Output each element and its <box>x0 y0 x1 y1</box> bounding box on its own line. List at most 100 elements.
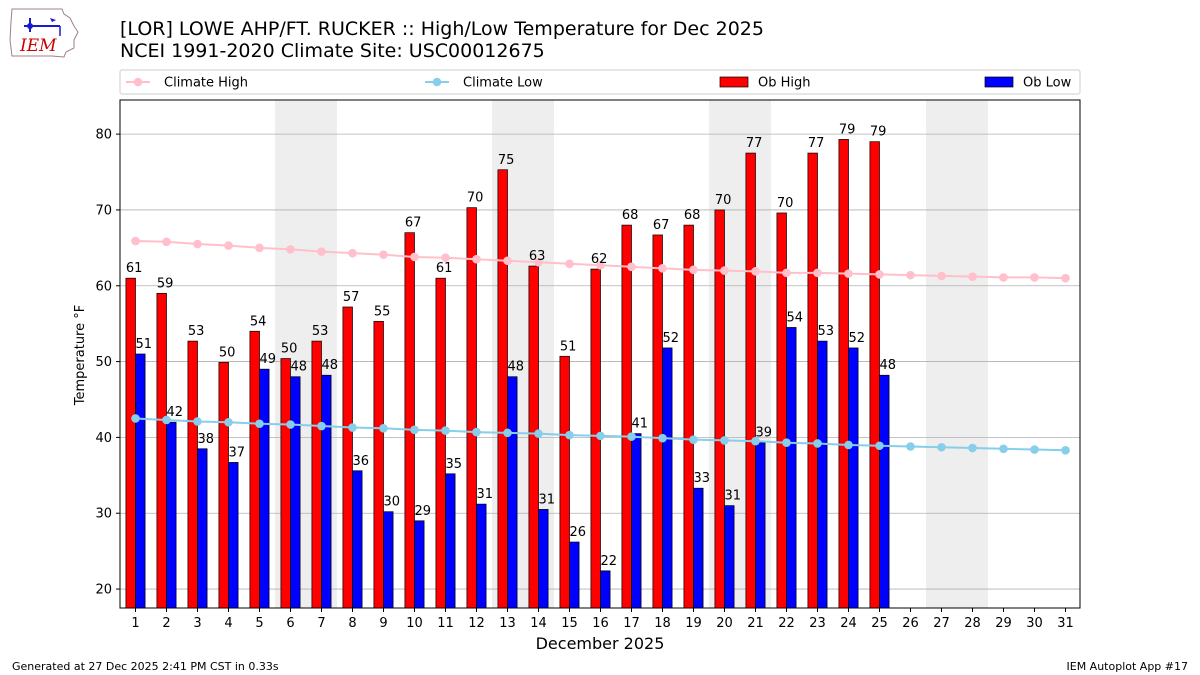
high-bar <box>497 169 508 609</box>
climate-low-point <box>1030 445 1039 454</box>
low-bar-label: 31 <box>477 487 494 502</box>
legend-label: Ob Low <box>1023 76 1072 91</box>
x-tick-label: 8 <box>348 616 356 631</box>
chart-subtitle: NCEI 1991-2020 Climate Site: USC00012675 <box>120 40 545 62</box>
low-bar-label: 53 <box>818 324 835 339</box>
climate-high-point <box>968 272 977 281</box>
high-bar-label: 53 <box>312 324 329 339</box>
high-bar-label: 53 <box>188 324 205 339</box>
low-bar-label: 35 <box>446 457 463 472</box>
climate-high-point <box>317 247 326 256</box>
high-bar-label: 67 <box>405 216 422 231</box>
high-bar-label: 55 <box>374 304 391 319</box>
y-tick-label: 20 <box>95 583 112 598</box>
high-bar-label: 70 <box>467 191 484 206</box>
climate-high-point <box>193 239 202 249</box>
high-bar <box>404 232 415 609</box>
climate-high-point <box>813 268 822 278</box>
y-tick-label: 60 <box>95 279 112 294</box>
high-bar <box>869 141 880 609</box>
x-tick-label: 15 <box>561 616 578 631</box>
climate-high-point <box>875 270 884 279</box>
climate-high-point <box>286 245 295 254</box>
high-bar <box>807 152 818 609</box>
low-bar <box>259 368 270 609</box>
climate-low-point <box>317 421 326 431</box>
high-bar <box>621 224 632 609</box>
climate-high-point <box>1030 273 1039 282</box>
high-bar <box>280 358 291 609</box>
low-bar-label: 54 <box>787 310 804 325</box>
high-bar-label: 79 <box>839 122 856 137</box>
high-bar-label: 79 <box>870 125 887 140</box>
high-bar-label: 59 <box>157 276 174 291</box>
climate-high-point <box>782 268 791 278</box>
footer-generated: Generated at 27 Dec 2025 2:41 PM CST in … <box>12 660 279 673</box>
climate-low-point <box>348 423 357 432</box>
x-tick-label: 29 <box>995 616 1012 631</box>
x-tick-label: 3 <box>193 616 201 631</box>
climate-high-point <box>348 248 357 258</box>
plot-area: 6159535054505357556761707563516268676870… <box>95 99 1081 631</box>
low-bar <box>135 353 146 609</box>
low-bar <box>228 462 239 609</box>
high-bar <box>311 340 322 609</box>
high-bar <box>125 277 136 609</box>
climate-high-point <box>441 253 450 263</box>
climate-high-point <box>379 250 388 259</box>
x-tick-label: 31 <box>1057 616 1074 631</box>
climate-low-point <box>286 420 295 429</box>
low-bar <box>414 520 425 609</box>
low-bar <box>600 570 611 609</box>
legend-swatch <box>984 76 1014 88</box>
low-bar-label: 52 <box>663 331 680 346</box>
high-bar <box>218 361 229 609</box>
y-axis-label: Temperature °F <box>73 305 88 406</box>
climate-high-point <box>410 252 419 262</box>
high-bar-label: 61 <box>126 261 143 276</box>
climate-high-point <box>844 269 853 278</box>
x-tick-label: 21 <box>747 616 764 631</box>
climate-low-point <box>1061 445 1070 455</box>
climate-high-point <box>131 236 140 246</box>
climate-low-point <box>627 432 636 441</box>
climate-high-point <box>565 259 574 269</box>
high-bar-label: 70 <box>715 193 732 208</box>
low-bar <box>817 340 828 609</box>
high-bar-label: 54 <box>250 314 267 329</box>
x-tick-label: 4 <box>224 616 232 631</box>
legend-label: Climate Low <box>463 76 543 91</box>
low-bar-label: 48 <box>508 360 525 375</box>
low-bar <box>786 327 797 609</box>
low-bar <box>197 448 208 609</box>
x-tick-label: 1 <box>131 616 139 631</box>
climate-low-point <box>162 415 171 425</box>
climate-low-point <box>224 417 233 427</box>
iem-logo: IEM <box>9 8 79 58</box>
low-bar-label: 31 <box>539 492 556 507</box>
x-tick-label: 28 <box>964 616 981 631</box>
low-bar <box>848 347 859 609</box>
low-bar-label: 48 <box>880 358 897 373</box>
high-bar <box>187 340 198 609</box>
high-bar <box>156 292 167 609</box>
high-bar <box>373 321 384 609</box>
climate-low-point <box>689 435 698 444</box>
legend: Climate High Climate Low Ob High Ob Low <box>119 69 1081 95</box>
x-tick-label: 23 <box>809 616 826 631</box>
x-tick-label: 17 <box>623 616 640 631</box>
climate-low-point <box>720 436 729 445</box>
x-tick-label: 26 <box>902 616 919 631</box>
climate-high-point <box>627 262 636 272</box>
weekend-shade <box>926 100 988 608</box>
low-bar <box>879 374 890 609</box>
x-tick-label: 27 <box>933 616 950 631</box>
y-tick-label: 80 <box>95 128 112 143</box>
climate-high-point <box>503 256 512 266</box>
legend-label: Ob High <box>758 76 811 91</box>
logo-text: IEM <box>19 36 57 56</box>
high-bar-label: 57 <box>343 290 360 305</box>
climate-low-point <box>937 442 946 452</box>
low-bar <box>321 374 332 609</box>
